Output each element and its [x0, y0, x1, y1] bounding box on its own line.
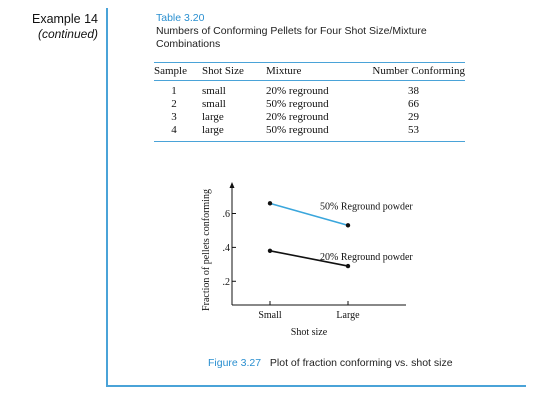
cell-number-conforming: 53: [408, 124, 419, 136]
cell-shot-size: small: [202, 98, 226, 110]
table-number: Table 3.20: [156, 12, 205, 24]
table-row: 4 large 50% reground 53: [154, 124, 465, 142]
col-header-number-conforming: Number Conforming: [362, 62, 465, 81]
margin-rule: [106, 8, 108, 386]
example-label: Example 14 (continued): [10, 12, 98, 42]
data-table: Sample Shot Size Mixture Number Conformi…: [154, 62, 465, 142]
col-header-sample: Sample: [154, 62, 194, 81]
chart-axes: [229, 182, 406, 306]
figure-caption: Figure 3.27 Plot of fraction conforming …: [208, 357, 508, 370]
cell-sample: 1: [171, 85, 177, 97]
data-point: [267, 201, 273, 206]
figure-number: Figure 3.27: [208, 357, 262, 369]
cell-sample: 2: [171, 98, 177, 110]
y-tick-label: .2: [223, 277, 231, 288]
col-header-mixture: Mixture: [266, 62, 362, 81]
cell-sample: 4: [171, 124, 177, 136]
example-subtitle: (continued): [37, 27, 98, 41]
cell-shot-size: small: [202, 85, 226, 97]
table-header-row: Sample Shot Size Mixture Number Conformi…: [154, 62, 465, 81]
table-title: Numbers of Conforming Pellets for Four S…: [156, 25, 427, 50]
figure-caption-text: Plot of fraction conforming vs. shot siz…: [269, 357, 453, 369]
cell-number-conforming: 29: [408, 111, 419, 123]
series-line: [269, 249, 349, 267]
col-header-shot-size: Shot Size: [194, 62, 266, 81]
chart-marks: [267, 201, 351, 269]
table-row: 2 small 50% reground 66: [154, 98, 465, 111]
data-point: [345, 223, 351, 228]
table-caption: Table 3.20 Numbers of Conforming Pellets…: [156, 12, 486, 51]
table-row: 1 small 20% reground 38: [154, 81, 465, 99]
bottom-rule: [106, 385, 526, 387]
x-axis-label: Shot size: [291, 327, 328, 338]
cell-mixture: 20% reground: [266, 85, 329, 97]
fraction-conforming-chart: .2 .4 .6 Small Large Shot size Fraction of pel…: [201, 182, 413, 338]
cell-mixture: 50% reground: [266, 98, 329, 110]
cell-number-conforming: 66: [408, 98, 419, 110]
series-label: 50% Reground powder: [320, 201, 413, 212]
cell-mixture: 50% reground: [266, 124, 329, 136]
cell-sample: 3: [171, 111, 177, 123]
cell-mixture: 20% reground: [266, 111, 329, 123]
data-point: [345, 263, 351, 269]
cell-shot-size: large: [202, 111, 224, 123]
y-axis-label: Fraction of pellets conforming: [201, 189, 212, 311]
series-line: [269, 202, 349, 227]
y-tick-label: .4: [223, 243, 231, 254]
y-tick-label: .6: [223, 209, 231, 220]
x-tick-label: Small: [258, 310, 282, 321]
y-axis-arrow: [229, 182, 235, 188]
table-row: 3 large 20% reground 29: [154, 111, 465, 124]
cell-number-conforming: 38: [408, 85, 419, 97]
example-title: Example 14: [31, 12, 98, 26]
data-point: [267, 248, 273, 253]
chart-text: .2 .4 .6 Small Large Shot size Fraction of pel…: [201, 189, 413, 338]
cell-shot-size: large: [202, 124, 224, 136]
x-tick-label: Large: [336, 310, 360, 321]
series-label: 20% Reground powder: [320, 252, 413, 263]
